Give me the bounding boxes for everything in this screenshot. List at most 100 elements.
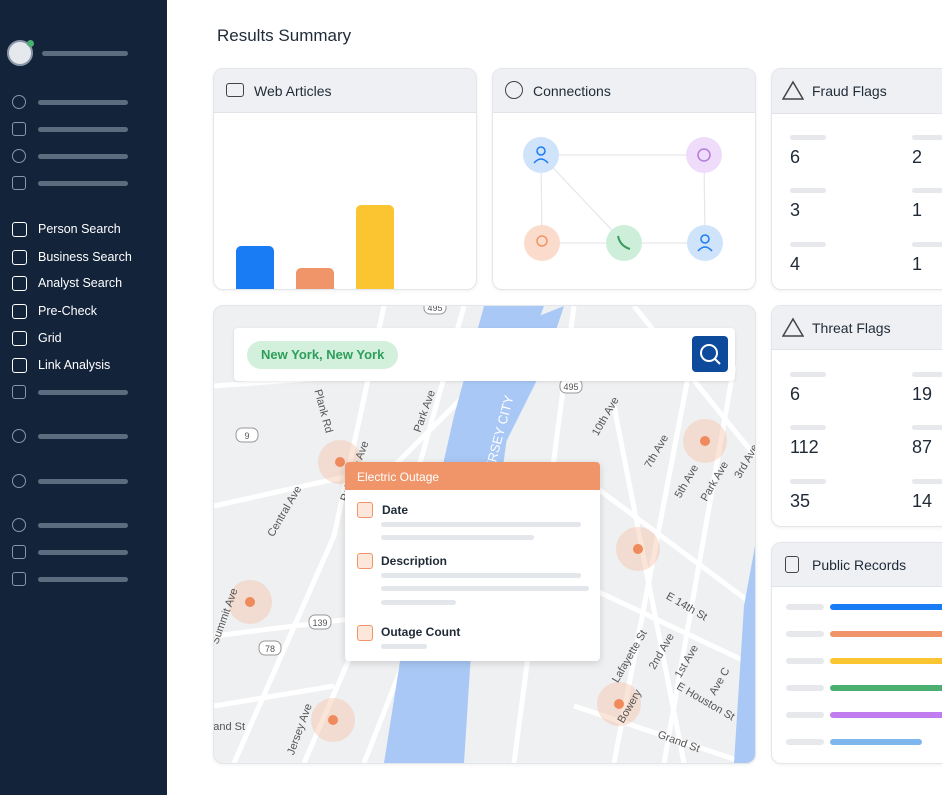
card-title: Web Articles [254, 83, 332, 99]
flag-count: 6 [790, 384, 801, 404]
icon [533, 158, 549, 164]
edge [540, 154, 625, 244]
icon[interactable] [12, 429, 26, 443]
blurred-label [790, 242, 826, 247]
bar [356, 205, 394, 289]
threat-flags-card: Threat Flags 6 19 112 87 35 14 [771, 305, 942, 527]
nav-icon [12, 250, 27, 265]
popup-title: Electric Outage [357, 470, 440, 484]
placeholder [38, 154, 128, 159]
card-header: Public Records [772, 543, 942, 587]
node-email[interactable] [686, 137, 722, 173]
street-label: 495 [563, 382, 578, 392]
flag-count: 19 [912, 384, 933, 404]
search-button[interactable] [692, 336, 728, 372]
placeholder [38, 434, 128, 439]
node-phone[interactable] [606, 225, 642, 261]
blurred-label [790, 135, 826, 140]
flag-count: 112 [790, 437, 819, 457]
flag-count: 14 [912, 491, 933, 511]
street-label: 495 [427, 306, 442, 313]
card-header: Threat Flags [772, 306, 942, 350]
page-title: Results Summary [217, 26, 352, 45]
markers [228, 419, 727, 742]
blurred-label [786, 712, 824, 718]
record-bar [830, 712, 942, 718]
nav-item[interactable]: Grid [38, 331, 62, 345]
placeholder [38, 390, 128, 395]
blurred-label [790, 188, 826, 193]
flag-count: 35 [790, 491, 811, 511]
icon[interactable] [12, 518, 26, 532]
icon [697, 148, 711, 162]
nav-item[interactable]: Business Search [38, 250, 132, 264]
search-chip[interactable]: New York, New York [247, 341, 399, 369]
icon [617, 235, 631, 250]
placeholder [38, 550, 128, 555]
flag-count: 1 [912, 200, 923, 220]
record-bar [830, 685, 942, 691]
card-header: Fraud Flags [772, 69, 942, 114]
marker [700, 436, 710, 446]
street-label: Grand St [214, 721, 245, 733]
icon[interactable] [12, 176, 26, 190]
icon [697, 246, 713, 252]
placeholder [38, 479, 128, 484]
route-shield [258, 640, 282, 656]
street-label: 1st Ave [673, 643, 701, 680]
placeholder [381, 600, 456, 605]
icon [357, 502, 373, 518]
nav-item[interactable]: Person Search [38, 222, 121, 236]
icon[interactable] [12, 545, 26, 559]
icon [785, 556, 799, 573]
flag-count: 87 [912, 437, 933, 457]
icon [782, 80, 804, 100]
field-label: Description [381, 554, 448, 568]
bar-chart: BlogsMarketplacesNewsForums [236, 205, 394, 289]
icon [782, 317, 804, 337]
marker [335, 457, 345, 467]
field-label: Date [382, 503, 409, 517]
nav-item[interactable]: Pre-Check [38, 304, 98, 318]
route-shield [235, 427, 259, 443]
nav-icon [12, 304, 27, 319]
fraud-flags-card: Fraud Flags 6 2 3 1 4 1 [771, 68, 942, 290]
flag-count: 1 [912, 254, 923, 274]
nav-item[interactable]: Analyst Search [38, 276, 123, 290]
placeholder [381, 573, 581, 578]
marker [245, 597, 255, 607]
placeholder [38, 577, 128, 582]
icon[interactable] [12, 572, 26, 586]
placeholder [42, 51, 128, 56]
blurred-label [786, 658, 824, 664]
placeholder [381, 535, 534, 540]
blurred-label [912, 479, 942, 484]
blurred-label [912, 135, 942, 140]
nav-item[interactable]: Link Analysis [38, 358, 111, 372]
icon[interactable] [12, 149, 26, 163]
icon[interactable] [12, 95, 26, 109]
route-shield [308, 614, 332, 630]
sidebar: Person Search Business Search Analyst Sear… [0, 0, 167, 795]
icon [700, 234, 710, 244]
marker [614, 699, 624, 709]
popup-header: Electric Outage [345, 462, 600, 490]
search-bar[interactable]: New York, New York [234, 328, 735, 381]
flag-count: 4 [790, 254, 801, 274]
icon[interactable] [12, 385, 26, 399]
card-title: Connections [533, 83, 611, 99]
street-label: E 14th St [664, 590, 709, 623]
card-title: Public Records [812, 557, 907, 573]
blurred-label [786, 685, 824, 691]
icon[interactable] [12, 122, 26, 136]
record-bar [830, 658, 942, 664]
blurred-label [790, 372, 826, 377]
icon [505, 81, 523, 99]
icon[interactable] [12, 474, 26, 488]
search-icon [700, 344, 721, 365]
marker [328, 715, 338, 725]
route-shield [423, 306, 447, 315]
node-location[interactable] [524, 225, 560, 261]
status-dot [27, 40, 34, 47]
